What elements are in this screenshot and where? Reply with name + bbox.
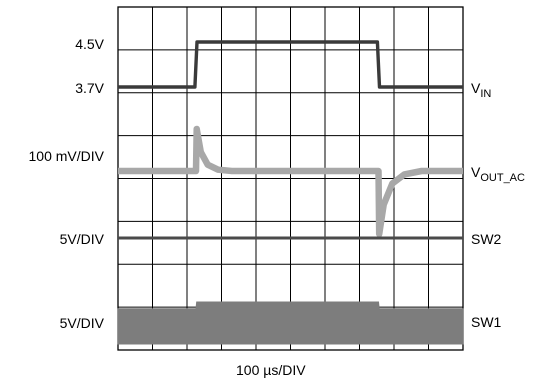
vout-trace-label: VOUT_AC [471, 164, 525, 184]
sw1-trace-label: SW1 [471, 314, 502, 330]
vin-high-level-label: 4.5V [75, 36, 104, 52]
trace-sw1 [117, 301, 464, 345]
vin-trace-label-sub: IN [480, 88, 492, 100]
chart-traces [117, 40, 464, 345]
chart-grid [117, 6, 464, 351]
vin-low-level-label: 3.7V [75, 80, 104, 96]
vin-trace-label-main: V [471, 80, 481, 96]
vout-trace-label-sub: OUT_AC [480, 172, 525, 184]
sw2-scale-label: 5V/DIV [59, 231, 104, 247]
trace-vin [118, 40, 463, 89]
vout-scale-label: 100 mV/DIV [28, 148, 104, 164]
vin-trace-label: VIN [471, 80, 492, 100]
x-axis-scale-label: 100 µs/DIV [236, 362, 306, 378]
vout-trace-label-main: V [471, 164, 481, 180]
sw2-trace-label: SW2 [471, 231, 502, 247]
trace-vout-ac [118, 125, 463, 238]
sw1-scale-label: 5V/DIV [59, 315, 104, 331]
